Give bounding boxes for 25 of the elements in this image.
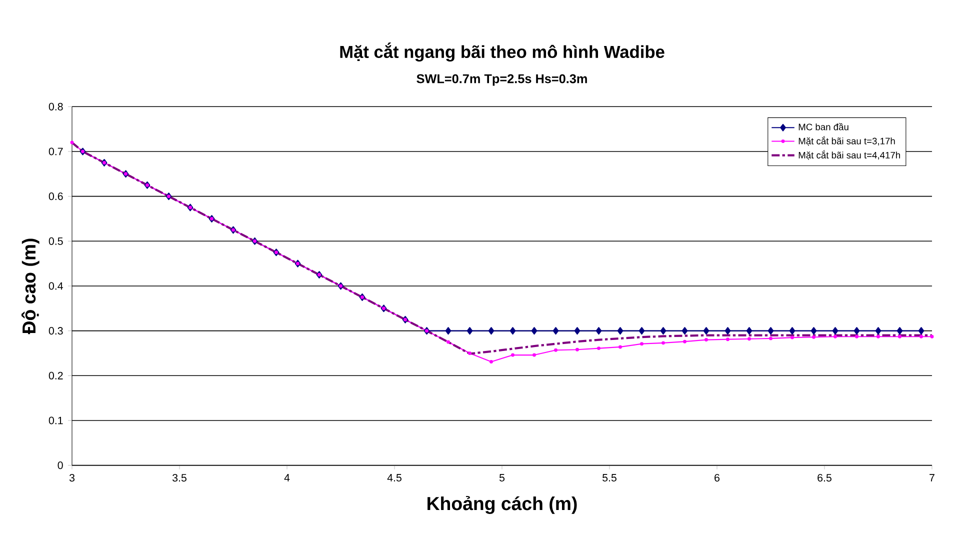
x-axis-title: Khoảng cách (m) (428, 496, 577, 514)
y-tick-label: 0.8 (48, 102, 63, 110)
x-tick-label: 3 (69, 474, 74, 482)
y-tick-label: 0.3 (48, 327, 63, 335)
y-tick-label: 0 (58, 462, 63, 470)
x-tick-label: 7 (930, 474, 934, 482)
x-tick-label: 5 (499, 474, 505, 482)
y-tick-label: 0.5 (48, 237, 63, 245)
x-tick-label: 3.5 (172, 474, 186, 482)
y-axis-title: Độ cao (m) (21, 238, 40, 334)
x-tick-label: 4 (284, 474, 290, 482)
y-tick-label: 0.6 (48, 192, 63, 200)
x-tick-label: 5.5 (602, 474, 616, 482)
chart-title: Mặt cắt ngang bãi theo mô hình Wadibe (340, 42, 664, 62)
legend-label: Mặt cắt bãi sau t=3,17h (798, 136, 895, 146)
x-tick-label: 6 (714, 474, 720, 482)
chart-subtitle: SWL=0.7m Tp=2.5s Hs=0.3m (416, 74, 587, 86)
y-tick-label: 0.4 (48, 282, 63, 290)
legend-label: MC ban đầu (798, 123, 848, 130)
x-tick-label: 6.5 (818, 474, 832, 482)
y-tick-label: 0.1 (48, 416, 63, 424)
y-tick-label: 0.2 (48, 372, 63, 380)
x-tick-label: 4.5 (387, 474, 402, 482)
legend-label: Mặt cắt bãi sau t=4,417h (798, 150, 900, 160)
y-tick-label: 0.7 (48, 148, 63, 156)
